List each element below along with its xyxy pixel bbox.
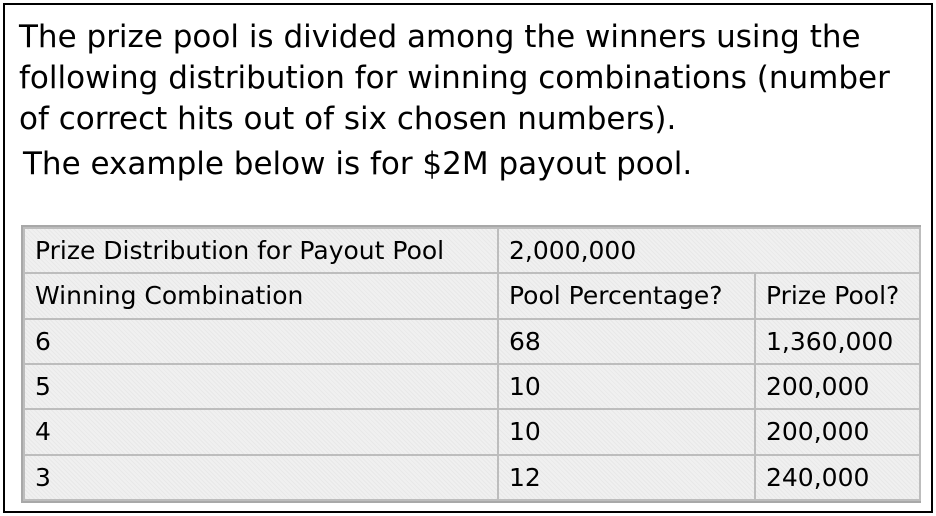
combination-cell: 6 bbox=[23, 317, 499, 365]
combination-cell: 4 bbox=[23, 408, 499, 456]
prize-distribution-table: Prize Distribution for Payout Pool 2,000… bbox=[23, 226, 922, 502]
intro-paragraph: The prize pool is divided among the winn… bbox=[19, 19, 890, 137]
example-note: The example below is for $2M payout pool… bbox=[23, 146, 693, 182]
percentage-cell: 12 bbox=[497, 453, 756, 502]
info-panel: The prize pool is divided among the winn… bbox=[3, 3, 933, 513]
table-title-label: Prize Distribution for Payout Pool bbox=[23, 226, 499, 275]
percentage-cell: 10 bbox=[497, 408, 756, 456]
table-row: 4 10 200,000 bbox=[23, 408, 922, 456]
intro-text: The prize pool is divided among the winn… bbox=[19, 17, 919, 185]
table-row: 5 10 200,000 bbox=[23, 362, 922, 411]
table-header-row: Winning Combination Pool Percentage? Pri… bbox=[23, 272, 922, 320]
table-title-value: 2,000,000 bbox=[496, 226, 922, 275]
table-title-row: Prize Distribution for Payout Pool 2,000… bbox=[23, 226, 922, 275]
combination-cell: 3 bbox=[23, 453, 499, 502]
column-header-pool-percentage: Pool Percentage? bbox=[497, 272, 756, 320]
prize-distribution-table-wrapper: Prize Distribution for Payout Pool 2,000… bbox=[21, 225, 922, 503]
table-row: 3 12 240,000 bbox=[23, 453, 922, 502]
table-row: 6 68 1,360,000 bbox=[23, 317, 922, 365]
percentage-cell: 10 bbox=[497, 362, 756, 411]
column-header-prize-pool: Prize Pool? bbox=[753, 272, 922, 320]
prize-cell: 1,360,000 bbox=[753, 317, 922, 365]
prize-cell: 200,000 bbox=[753, 362, 922, 411]
column-header-winning-combination: Winning Combination bbox=[23, 272, 499, 320]
prize-cell: 200,000 bbox=[753, 408, 922, 456]
percentage-cell: 68 bbox=[497, 317, 756, 365]
combination-cell: 5 bbox=[23, 362, 499, 411]
prize-cell: 240,000 bbox=[753, 453, 922, 502]
